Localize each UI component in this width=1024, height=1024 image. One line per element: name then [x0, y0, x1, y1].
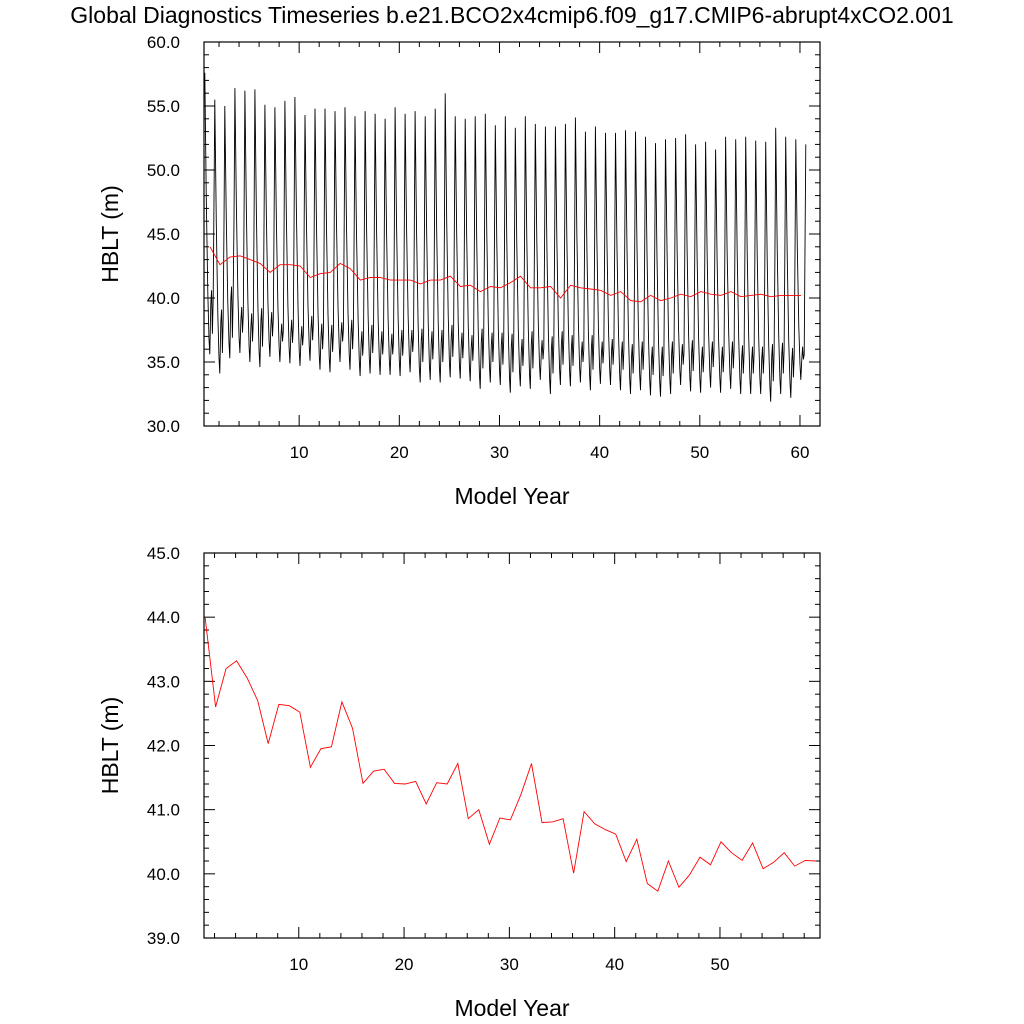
x-tick-label: 60: [791, 443, 810, 462]
y-tick-label: 42.0: [147, 737, 180, 756]
y-tick-label: 43.0: [147, 672, 180, 691]
top-y-axis-label: HBLT (m): [97, 185, 123, 283]
y-tick-label: 55.0: [147, 97, 180, 116]
y-tick-label: 60.0: [147, 33, 180, 52]
chart-title: Global Diagnostics Timeseries b.e21.BCO2…: [70, 2, 954, 28]
top-panel: 30.0 35.0 40.0 45.0 50.0 55.0 60.0 10 20 30 40 50 60…: [97, 33, 821, 509]
bottom-ticks: [204, 552, 820, 939]
y-tick-label: 40.0: [147, 289, 180, 308]
x-tick-label: 20: [390, 443, 409, 462]
bottom-plot-frame: [203, 552, 821, 939]
bottom-series: [204, 617, 816, 892]
bottom-tick-labels: 39.0 40.0 41.0 42.0 43.0 44.0 45.0 10 20 30 40 50: [147, 544, 730, 974]
bottom-x-axis-label: Model Year: [454, 995, 569, 1021]
x-tick-label: 40: [605, 955, 624, 974]
x-tick-label: 10: [290, 443, 309, 462]
series-line-annual-mean: [204, 617, 816, 892]
y-tick-label: 45.0: [147, 544, 180, 563]
x-tick-label: 20: [395, 955, 414, 974]
x-tick-label: 10: [289, 955, 308, 974]
x-tick-label: 30: [500, 955, 519, 974]
x-tick-label: 50: [711, 955, 730, 974]
x-tick-label: 50: [690, 443, 709, 462]
y-tick-label: 30.0: [147, 417, 180, 436]
bottom-y-axis-label: HBLT (m): [97, 697, 123, 795]
x-tick-label: 30: [490, 443, 509, 462]
bottom-panel: 39.0 40.0 41.0 42.0 43.0 44.0 45.0 10 20 30 40 50 M…: [97, 544, 821, 1021]
y-tick-label: 44.0: [147, 608, 180, 627]
y-tick-label: 35.0: [147, 353, 180, 372]
y-tick-label: 50.0: [147, 161, 180, 180]
top-tick-labels: 30.0 35.0 40.0 45.0 50.0 55.0 60.0 10 20 30 40 50 60: [147, 33, 810, 462]
x-tick-label: 40: [590, 443, 609, 462]
top-x-axis-label: Model Year: [454, 483, 569, 509]
top-ticks: [204, 41, 821, 427]
y-tick-label: 41.0: [147, 801, 180, 820]
series-line-monthly: [204, 72, 807, 402]
y-tick-label: 39.0: [147, 929, 180, 948]
series-line-annual-mean: [209, 246, 801, 303]
top-plot-frame: [203, 41, 821, 427]
y-tick-label: 40.0: [147, 865, 180, 884]
top-series: [204, 72, 807, 402]
y-tick-label: 45.0: [147, 225, 180, 244]
